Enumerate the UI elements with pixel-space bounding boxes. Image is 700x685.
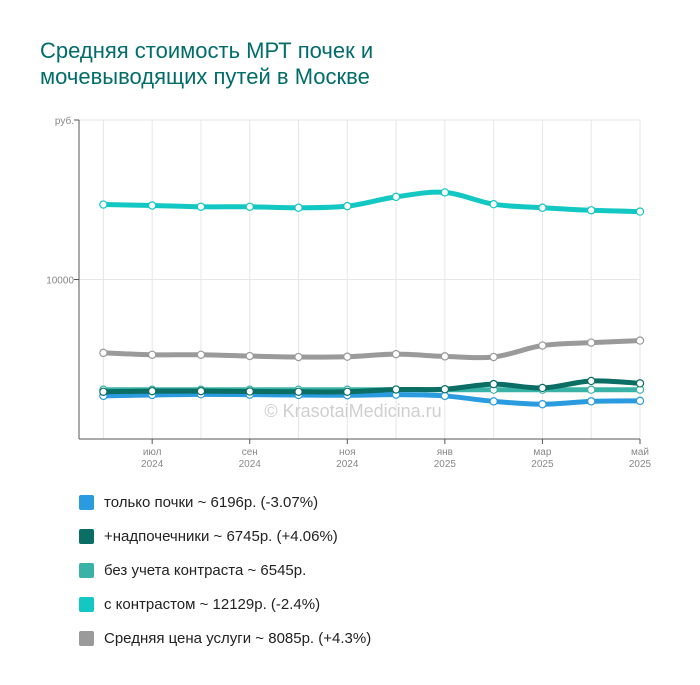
legend-item[interactable]: с контрастом ~ 12129р. (-2.4%) [79, 587, 371, 621]
legend-item[interactable]: только почки ~ 6196р. (-3.07%) [79, 485, 371, 519]
data-point [294, 387, 303, 396]
x-tick-label-year: 2024 [141, 459, 164, 470]
x-tick-label-month: июл [143, 447, 162, 458]
data-point [245, 202, 254, 211]
series-line [100, 338, 643, 361]
data-point [343, 201, 352, 211]
legend-item[interactable]: Средняя цена услуги ~ 8085р. (+4.3%) [79, 621, 371, 655]
legend-label: Средняя цена услуги ~ 8085р. (+4.3%) [104, 629, 372, 647]
data-point [196, 386, 206, 396]
legend-swatch [79, 630, 94, 646]
data-point [147, 201, 157, 210]
legend-swatch [79, 596, 94, 612]
line-chart: © KrasotaiMedicina.ru руб.10000июл2024се… [46, 115, 651, 470]
data-point [147, 386, 157, 396]
x-tick-label-month: ноя [339, 447, 356, 458]
series-3 [99, 188, 645, 216]
x-tick-label-year: 2025 [531, 459, 554, 470]
series-4 [99, 336, 645, 362]
chart-title: Средняя стоимость МРТ почек и мочевыводя… [40, 38, 660, 90]
x-tick-label-month: мар [533, 447, 551, 458]
data-point [343, 387, 352, 396]
data-point [635, 336, 645, 345]
legend-item[interactable]: +надпочечники ~ 6745р. (+4.06%) [79, 519, 371, 553]
y-tick-label: руб. [55, 115, 74, 127]
data-point [635, 379, 645, 388]
series-1 [99, 376, 645, 396]
data-point [196, 202, 206, 211]
data-point [635, 207, 645, 216]
data-point [196, 350, 206, 359]
data-point [294, 203, 303, 212]
legend-item[interactable]: без учета контраста ~ 6545р. [79, 553, 371, 587]
x-tick-label-year: 2025 [629, 459, 652, 470]
chart-title-line-2: мочевыводящих путей в Москве [40, 64, 370, 89]
data-point [343, 352, 352, 361]
watermark-text: © KrasotaiMedicina.ru [264, 401, 441, 421]
data-point [489, 379, 498, 389]
y-tick-label: 10000 [46, 276, 74, 287]
data-point [489, 352, 498, 362]
data-point [245, 387, 254, 396]
chart-title-line-1: Средняя стоимость МРТ почек и [40, 38, 374, 63]
data-point [440, 352, 450, 361]
x-tick-label-year: 2024 [239, 459, 262, 470]
legend-swatch [79, 494, 94, 510]
data-point [294, 352, 303, 362]
data-point [391, 192, 401, 202]
data-point [489, 397, 498, 406]
x-tick-label-month: янв [437, 447, 453, 458]
legend-label: +надпочечники ~ 6745р. (+4.06%) [104, 527, 338, 545]
chart-axes: руб.10000июл2024сен2024ноя2024янв2025мар… [46, 115, 651, 470]
legend-label: с контрастом ~ 12129р. (-2.4%) [104, 595, 321, 613]
data-point [391, 349, 401, 359]
data-point [391, 385, 401, 394]
series-line [100, 189, 643, 215]
x-tick-label-month: сен [242, 447, 258, 458]
legend-label: только почки ~ 6196р. (-3.07%) [104, 493, 319, 511]
data-point [587, 376, 596, 386]
data-point [147, 350, 157, 359]
legend-swatch [79, 562, 94, 578]
x-tick-label-year: 2024 [336, 459, 359, 470]
data-point [635, 396, 645, 406]
chart-legend: только почки ~ 6196р. (-3.07%) +надпочечн… [79, 485, 371, 655]
data-point [99, 387, 108, 396]
data-point [538, 341, 547, 350]
data-point [587, 397, 596, 406]
data-point [587, 385, 596, 394]
data-point [587, 206, 596, 215]
x-tick-label-year: 2025 [434, 459, 457, 470]
series-layer [99, 188, 645, 409]
legend-label: без учета контраста ~ 6545р. [104, 561, 307, 579]
data-point [440, 188, 450, 197]
data-point [587, 338, 596, 347]
legend-swatch [79, 528, 94, 544]
data-point [538, 383, 547, 393]
data-point [440, 385, 450, 394]
x-tick-label-month: май [631, 447, 649, 458]
data-point [99, 200, 108, 209]
data-point [538, 400, 547, 409]
data-point [538, 203, 547, 212]
data-point [245, 351, 254, 361]
data-point [99, 348, 108, 358]
data-point [489, 200, 498, 209]
